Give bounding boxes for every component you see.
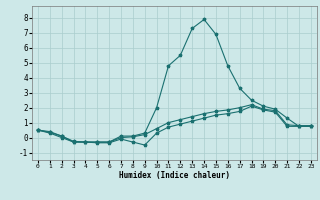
X-axis label: Humidex (Indice chaleur): Humidex (Indice chaleur) [119, 171, 230, 180]
